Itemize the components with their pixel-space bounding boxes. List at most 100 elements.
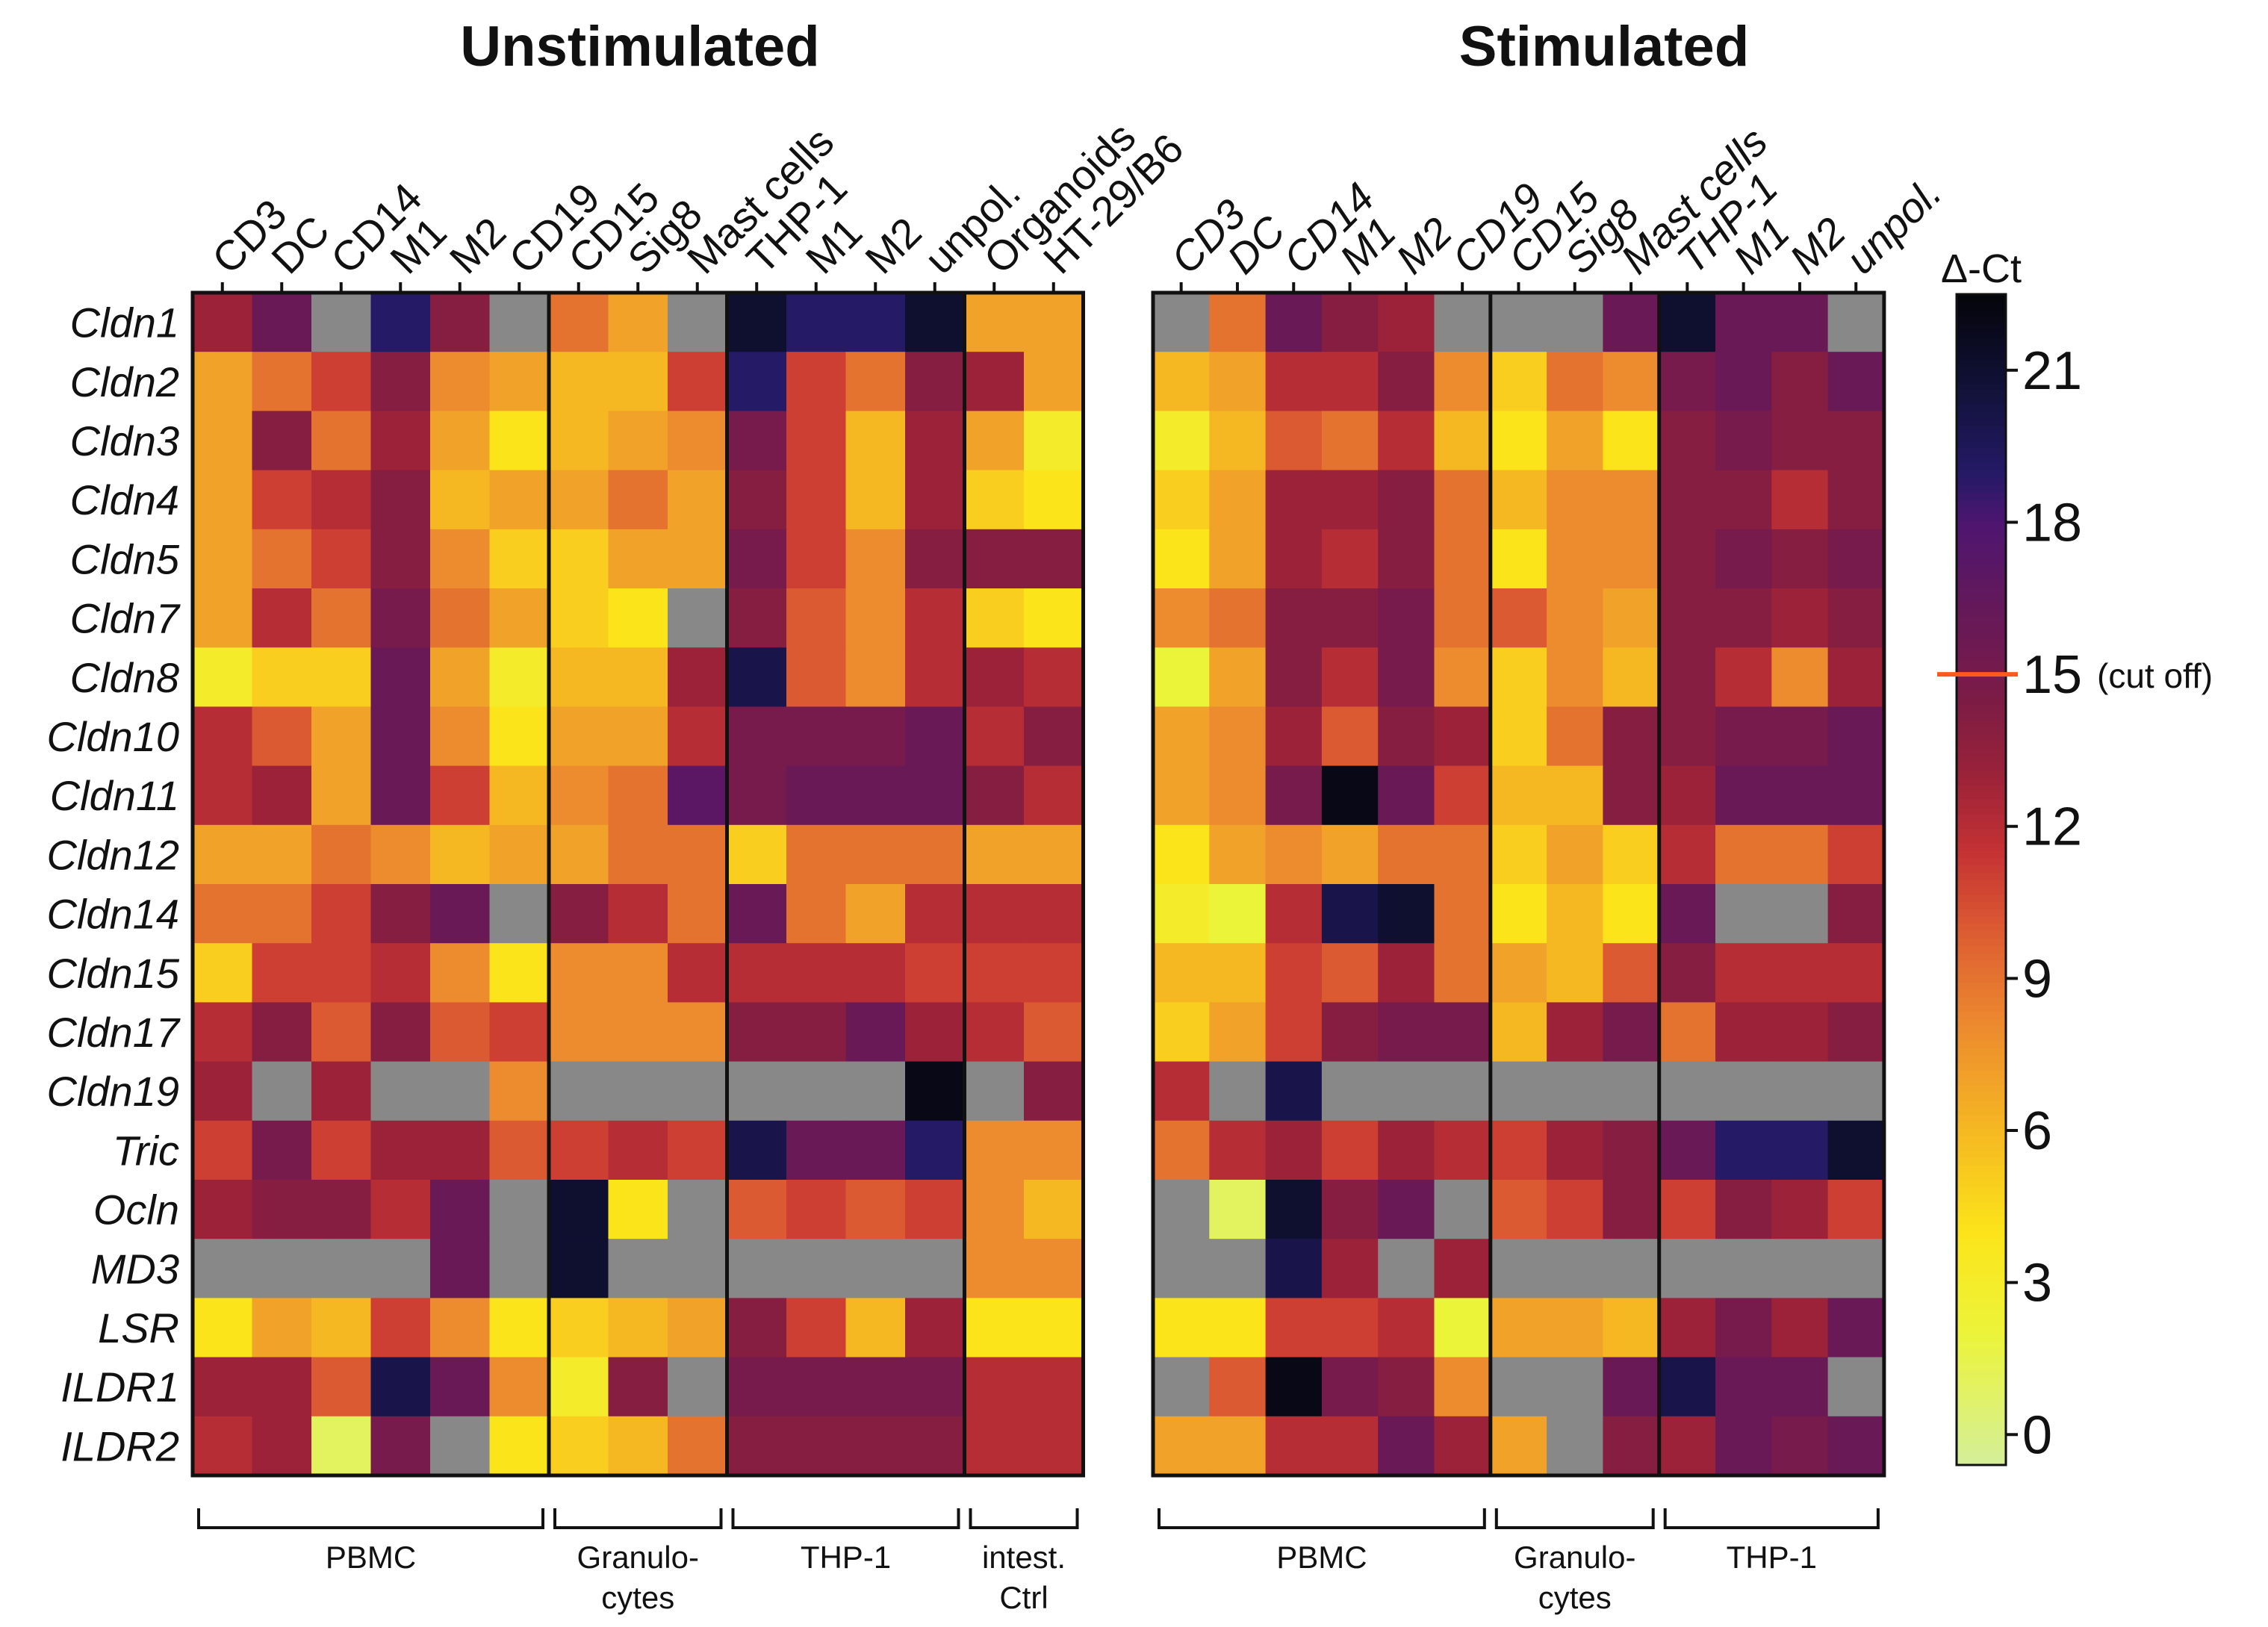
colorbar-segment [1957, 1223, 2006, 1232]
group-bracket [1158, 1508, 1486, 1529]
heatmap-cell [1547, 1120, 1604, 1180]
colorbar-segment [1957, 697, 2006, 705]
heatmap-cell [370, 1357, 431, 1417]
heatmap-cell [1321, 765, 1379, 826]
row-label: MD3 [91, 1245, 179, 1292]
row-label: Cldn10 [47, 713, 179, 760]
heatmap-cell [1209, 1180, 1267, 1239]
heatmap-cell [1490, 352, 1547, 412]
heatmap-cell [1321, 706, 1379, 767]
colorbar-segment [1957, 777, 2006, 785]
heatmap-cell [1024, 588, 1084, 648]
heatmap-cell [608, 1061, 668, 1122]
heatmap-cell [311, 1180, 372, 1239]
colorbar-segment [1957, 850, 2006, 859]
heatmap-cell [905, 647, 966, 708]
heatmap-cell [1603, 1120, 1660, 1180]
colorbar-segment [1957, 770, 2006, 778]
heatmap-cell [668, 352, 728, 412]
colorbar-segment [1957, 653, 2006, 661]
heatmap-cell [845, 1357, 906, 1417]
heatmap-cell [1547, 884, 1604, 944]
heatmap-cell [964, 647, 1025, 708]
heatmap-cell [727, 411, 787, 471]
heatmap-cell [786, 1298, 847, 1358]
heatmap-cell [1378, 824, 1435, 885]
heatmap-cell [1434, 943, 1491, 1004]
heatmap-cell [1771, 943, 1829, 1004]
heatmap-cell [1490, 647, 1547, 708]
colorbar-segment [1957, 1245, 2006, 1254]
heatmap-cell [311, 352, 372, 412]
heatmap-cell [608, 411, 668, 471]
heatmap-cell [1659, 352, 1716, 412]
heatmap-cell [964, 1357, 1025, 1417]
heatmap-cell [1153, 824, 1211, 885]
heatmap-cell [430, 470, 491, 530]
heatmap-cell [430, 706, 491, 767]
colorbar-segment [1957, 1325, 2006, 1334]
colorbar-segment [1957, 1136, 2006, 1144]
colorbar-segment [1957, 528, 2006, 537]
colorbar-segment [1957, 587, 2006, 595]
heatmap-cell [1209, 706, 1267, 767]
heatmap-cell [193, 824, 253, 885]
colorbar-segment [1957, 382, 2006, 391]
heatmap-cell [727, 647, 787, 708]
heatmap-cell [1547, 647, 1604, 708]
heatmap-cell [1434, 1239, 1491, 1299]
colorbar-segment [1957, 308, 2006, 317]
colorbar-segment [1957, 740, 2006, 749]
heatmap-cell [430, 1416, 491, 1476]
heatmap-cell [1827, 706, 1885, 767]
heatmap-cell [845, 1180, 906, 1239]
heatmap-cell [608, 1416, 668, 1476]
row-label: ILDR1 [60, 1363, 179, 1410]
heatmap-cell [1321, 411, 1379, 471]
colorbar-segment [1957, 1033, 2006, 1042]
heatmap-cell [786, 588, 847, 648]
heatmap-cell [489, 765, 550, 826]
heatmap-cell [1024, 884, 1084, 944]
heatmap-cell [1490, 1180, 1547, 1239]
heatmap-cell [905, 1002, 966, 1063]
colorbar-segment [1957, 572, 2006, 580]
group-label: cytes [1538, 1580, 1612, 1615]
heatmap-cell [1024, 647, 1084, 708]
colorbar-tick-label: 12 [2022, 797, 2082, 857]
heatmap-cell [193, 588, 253, 648]
heatmap-cell [1659, 1120, 1716, 1180]
heatmap-cell [727, 1239, 787, 1299]
colorbar-segment [1957, 784, 2006, 793]
heatmap-cell [311, 824, 372, 885]
heatmap-cell [905, 1061, 966, 1122]
colorbar-segment [1957, 886, 2006, 895]
heatmap-cell [786, 884, 847, 944]
colorbar-segment [1957, 828, 2006, 836]
heatmap-cell [1715, 824, 1773, 885]
heatmap-cell [311, 588, 372, 648]
heatmap-cell [608, 765, 668, 826]
heatmap-cell [727, 765, 787, 826]
colorbar-segment [1957, 1369, 2006, 1378]
heatmap-cell [668, 765, 728, 826]
heatmap-cell [1827, 588, 1885, 648]
colorbar-segment [1957, 1399, 2006, 1407]
heatmap-cell [845, 470, 906, 530]
heatmap-cell [1434, 765, 1491, 826]
heatmap-cell [727, 1357, 787, 1417]
group-label: THP-1 [801, 1540, 891, 1575]
heatmap-cell [549, 1298, 609, 1358]
heatmap-cell [1209, 765, 1267, 826]
heatmap-cell [549, 706, 609, 767]
heatmap-cell [727, 1120, 787, 1180]
colorbar-segment [1957, 996, 2006, 1005]
heatmap-cell [370, 765, 431, 826]
heatmap-cell [1265, 293, 1323, 352]
colorbar-segment [1957, 535, 2006, 544]
colorbar-segment [1957, 345, 2006, 354]
heatmap-cell [1715, 293, 1773, 352]
colorbar-segment [1957, 1392, 2006, 1400]
group-label: THP-1 [1727, 1540, 1817, 1575]
heatmap-cell [370, 293, 431, 352]
